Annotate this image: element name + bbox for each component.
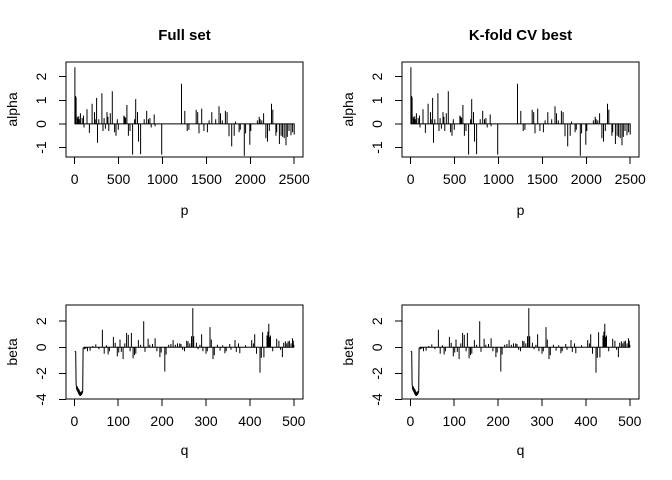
plot-top-right: 0 500 1000 1500 2000 2500 -1 0 1 2 K-fold CV best p… — [340, 27, 646, 218]
x-tick-label: 1500 — [191, 171, 222, 187]
y-tick-label: 0 — [369, 343, 385, 351]
x-tick-label: 1000 — [483, 171, 514, 187]
series-line-alpha — [74, 67, 295, 156]
plot-box — [401, 61, 640, 158]
x-tick-label: 2000 — [235, 171, 266, 187]
panel-top-right: 0 500 1000 1500 2000 2500 -1 0 1 2 K-fold CV best p… — [336, 0, 672, 240]
x-tick-label: 2500 — [615, 171, 646, 187]
plot-bottom-left: 0 100 200 300 400 500 -4 -2 0 2 q beta — [4, 304, 306, 458]
panel-top-left: 0 500 1000 1500 2000 2500 -1 0 1 2 Full set p alpha — [0, 0, 336, 240]
y-tick-label: 2 — [369, 73, 385, 81]
x-tick-label: 0 — [406, 413, 414, 429]
panel-title: Full set — [158, 27, 211, 44]
x-tick-label: 1000 — [147, 171, 178, 187]
x-tick-label: 500 — [107, 171, 131, 187]
y-axis-label: beta — [4, 338, 20, 365]
panel-title: K-fold CV best — [469, 27, 572, 44]
y-tick-label: -2 — [369, 367, 385, 380]
x-tick-label: 0 — [71, 171, 79, 187]
y-axis-label: beta — [340, 338, 356, 365]
plot-top-left: 0 500 1000 1500 2000 2500 -1 0 1 2 Full set p alpha — [4, 27, 310, 218]
y-axis-label: alpha — [4, 92, 20, 126]
x-tick-label: 400 — [574, 413, 598, 429]
x-tick-label: 2500 — [279, 171, 310, 187]
x-tick-label: 200 — [486, 413, 510, 429]
y-tick-label: 0 — [369, 120, 385, 128]
x-axis-label: p — [181, 202, 189, 218]
series-line-beta — [410, 308, 631, 397]
x-tick-label: 500 — [282, 413, 306, 429]
y-tick-label: 2 — [33, 73, 49, 81]
x-tick-label: 0 — [407, 171, 415, 187]
x-tick-label: 400 — [238, 413, 262, 429]
y-tick-label: 0 — [33, 343, 49, 351]
x-tick-label: 2000 — [571, 171, 602, 187]
x-tick-label: 500 — [443, 171, 467, 187]
x-axis-label: q — [517, 442, 525, 458]
x-axis-label: q — [181, 442, 189, 458]
x-tick-label: 500 — [618, 413, 642, 429]
y-tick-label: -1 — [369, 141, 385, 154]
panel-bottom-left: 0 100 200 300 400 500 -4 -2 0 2 q beta — [0, 240, 336, 480]
series-line-beta — [74, 308, 295, 397]
x-tick-label: 100 — [443, 413, 467, 429]
x-tick-label: 0 — [70, 413, 78, 429]
plot-box — [65, 61, 304, 158]
panel-bottom-right: 0 100 200 300 400 500 -4 -2 0 2 q beta — [336, 240, 672, 480]
x-tick-label: 300 — [194, 413, 218, 429]
plot-box — [65, 304, 304, 400]
y-tick-label: -2 — [33, 367, 49, 380]
series-line-alpha — [410, 67, 631, 156]
plot-box — [401, 304, 640, 400]
y-tick-label: 1 — [33, 96, 49, 104]
x-tick-label: 200 — [150, 413, 174, 429]
y-tick-label: -1 — [33, 141, 49, 154]
y-tick-label: 0 — [33, 120, 49, 128]
x-axis-label: p — [517, 202, 525, 218]
y-tick-label: 2 — [33, 317, 49, 325]
y-tick-label: -4 — [369, 393, 385, 406]
plot-bottom-right: 0 100 200 300 400 500 -4 -2 0 2 q beta — [340, 304, 642, 458]
y-tick-label: 1 — [369, 96, 385, 104]
x-tick-label: 300 — [530, 413, 554, 429]
x-tick-label: 100 — [107, 413, 131, 429]
y-axis-label: alpha — [340, 92, 356, 126]
y-tick-label: -4 — [33, 393, 49, 406]
x-tick-label: 1500 — [527, 171, 558, 187]
y-tick-label: 2 — [369, 317, 385, 325]
